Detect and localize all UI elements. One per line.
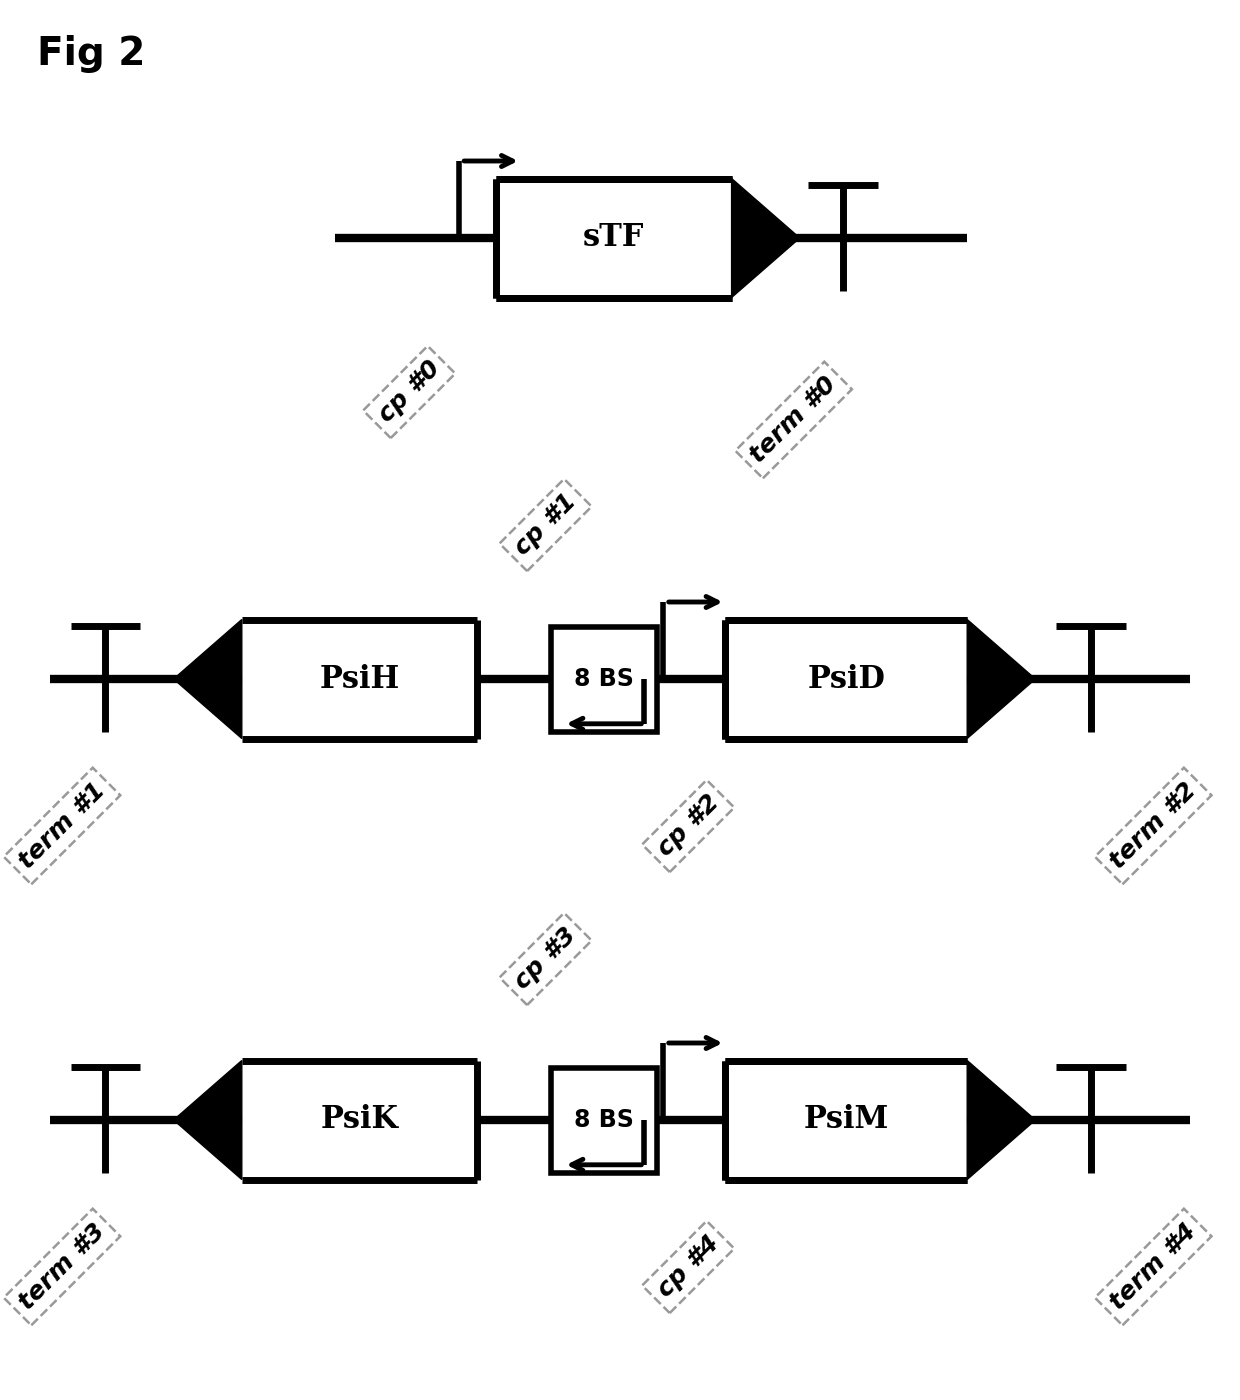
- Bar: [725, 1061, 967, 1179]
- Polygon shape: [174, 619, 242, 739]
- Text: 8 BS: 8 BS: [574, 666, 634, 692]
- Text: term #2: term #2: [1106, 778, 1200, 874]
- Bar: [725, 619, 967, 739]
- Bar: [552, 627, 657, 731]
- Text: Fig 2: Fig 2: [37, 35, 145, 73]
- Bar: [496, 178, 732, 298]
- Text: sTF: sTF: [583, 223, 645, 253]
- Bar: [242, 1061, 477, 1179]
- Text: term #1: term #1: [15, 778, 109, 874]
- Text: PsiD: PsiD: [807, 664, 885, 694]
- Polygon shape: [967, 619, 1035, 739]
- Text: term #4: term #4: [1106, 1219, 1200, 1315]
- Text: term #0: term #0: [746, 372, 841, 468]
- Text: cp #4: cp #4: [652, 1232, 724, 1302]
- Polygon shape: [174, 1061, 242, 1179]
- Bar: [242, 619, 477, 739]
- Polygon shape: [732, 178, 800, 298]
- Text: PsiH: PsiH: [320, 664, 399, 694]
- Text: cp #0: cp #0: [373, 357, 445, 427]
- Text: cp #3: cp #3: [510, 924, 582, 994]
- Text: cp #1: cp #1: [510, 490, 582, 560]
- Text: 8 BS: 8 BS: [574, 1107, 634, 1133]
- Text: PsiK: PsiK: [321, 1105, 398, 1135]
- Text: cp #2: cp #2: [652, 791, 724, 861]
- Bar: [552, 1067, 657, 1173]
- Text: PsiM: PsiM: [804, 1105, 889, 1135]
- Polygon shape: [967, 1061, 1035, 1179]
- Text: term #3: term #3: [15, 1219, 109, 1315]
